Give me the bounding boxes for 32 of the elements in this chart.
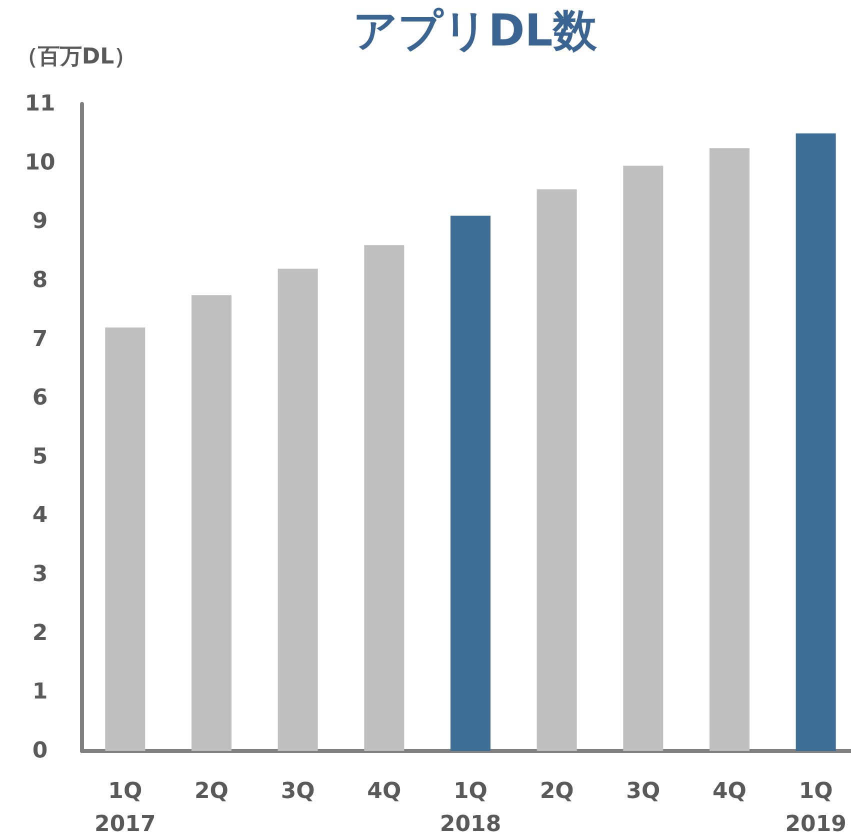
x-tick-label: 4Q — [367, 779, 402, 804]
bar — [796, 133, 836, 751]
x-tick-label: 4Q — [712, 779, 747, 804]
x-tick-label: 2Q — [194, 779, 229, 804]
y-tick-label: 4 — [32, 503, 48, 528]
x-tick-label: 1Q 2019 — [785, 779, 846, 836]
y-tick-label: 11 — [24, 92, 56, 116]
chart-title: アプリDL数 — [353, 6, 598, 56]
y-axis-title: （百万DL） — [16, 44, 136, 70]
bar — [278, 268, 318, 751]
bar — [192, 295, 232, 751]
y-tick-label: 8 — [32, 268, 48, 293]
bar — [364, 245, 404, 751]
x-tick-label: 2Q — [540, 779, 574, 804]
y-tick-label: 3 — [32, 562, 48, 588]
y-tick-label: 5 — [32, 444, 48, 470]
y-tick-label: 10 — [24, 150, 56, 176]
y-tick-label: 9 — [32, 209, 48, 234]
y-tick-label: 2 — [32, 620, 48, 646]
x-tick-label: 3Q — [626, 779, 660, 804]
y-tick-label: 1 — [32, 680, 48, 705]
bar — [710, 148, 750, 751]
x-tick-label: 3Q — [280, 779, 315, 804]
y-tick-label: 6 — [32, 386, 48, 411]
x-tick-label: 1Q 2017 — [94, 779, 156, 836]
bar — [536, 189, 577, 751]
bar — [105, 328, 146, 751]
bar — [623, 166, 664, 751]
x-tick-label: 1Q 2018 — [440, 779, 502, 836]
y-tick-label: 7 — [32, 326, 48, 352]
bar — [450, 216, 490, 751]
y-tick-label: 0 — [32, 738, 48, 764]
